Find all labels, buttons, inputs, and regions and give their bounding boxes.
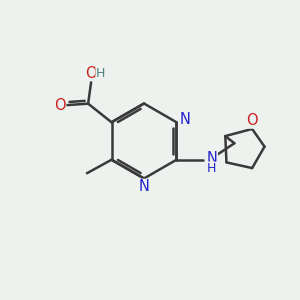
Text: H: H [207,162,217,175]
Text: O: O [85,66,97,80]
Text: O: O [246,113,258,128]
Text: N: N [139,179,149,194]
Text: H: H [96,67,105,80]
Text: N: N [179,112,190,127]
Text: O: O [54,98,66,112]
Text: N: N [206,151,217,166]
